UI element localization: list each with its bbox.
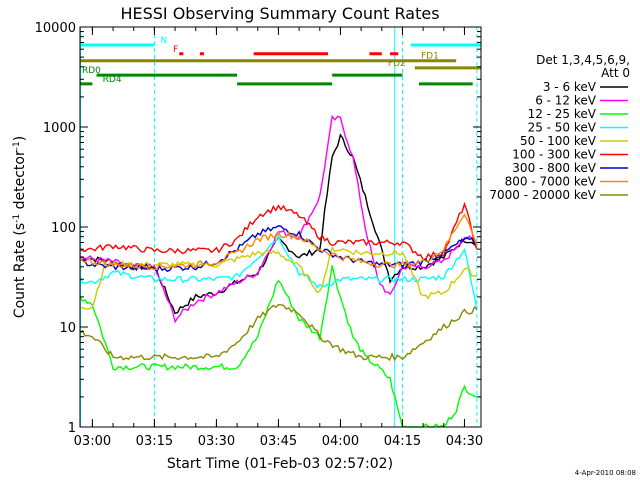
y-axis-label-mid: detector xyxy=(12,150,28,214)
flag-bar-label: N xyxy=(161,36,168,46)
legend-title: Det 1,3,4,5,6,9, xyxy=(536,53,630,67)
x-tick-label: 03:30 xyxy=(198,434,235,449)
legend-entry-label: 800 - 7000 keV xyxy=(505,175,597,189)
flag-bar-label: F xyxy=(173,45,178,55)
legend-entry-label: 6 - 12 keV xyxy=(535,94,597,108)
legend-entry-label: 100 - 300 keV xyxy=(512,148,596,162)
legend-subtitle: Att 0 xyxy=(601,66,630,80)
legend-entry-label: 3 - 6 keV xyxy=(543,80,597,94)
y-axis-label-main: Count Rate (s xyxy=(12,223,28,318)
chart-title: HESSI Observing Summary Count Rates xyxy=(120,4,439,23)
flag-bar-label: FD2 xyxy=(388,59,406,69)
flag-bar-label: RD4 xyxy=(103,75,122,85)
y-axis-label: Count Rate (s-1 detector-1) xyxy=(12,136,28,318)
x-tick-label: 03:45 xyxy=(260,434,297,449)
y-tick-label: 1000 xyxy=(43,121,76,136)
legend-entry-label: 12 - 25 keV xyxy=(528,107,597,121)
y-axis-label-end: ) xyxy=(12,136,28,141)
x-tick-label: 03:15 xyxy=(136,434,173,449)
y-axis-label-sup1: -1 xyxy=(12,214,22,223)
y-tick-label: 10000 xyxy=(35,21,76,36)
series-line xyxy=(79,114,478,324)
timestamp: 4-Apr-2010 08:08 xyxy=(575,469,636,477)
x-axis-label: Start Time (01-Feb-03 02:57:02) xyxy=(167,456,393,472)
x-tick-label: 04:00 xyxy=(322,434,359,449)
y-tick-label: 10 xyxy=(59,321,76,336)
y-tick-label: 100 xyxy=(51,221,76,236)
series-line xyxy=(79,225,478,273)
legend-entry-label: 50 - 100 keV xyxy=(520,134,597,148)
flag-bar-label: RD0 xyxy=(82,66,101,76)
series-line xyxy=(79,246,478,310)
series-line xyxy=(79,303,478,362)
flag-bar-label: FD1 xyxy=(421,52,439,62)
plot-frame xyxy=(79,26,482,428)
series-line xyxy=(79,201,478,261)
legend-entry-label: 25 - 50 keV xyxy=(528,121,597,135)
x-tick-label: 03:00 xyxy=(74,434,111,449)
y-tick-label: 1 xyxy=(68,421,76,436)
legend-entry-label: 7000 - 20000 keV xyxy=(489,188,596,202)
y-axis-label-sup2: -1 xyxy=(12,141,22,150)
x-tick-label: 04:15 xyxy=(384,434,421,449)
series-line xyxy=(79,133,478,315)
series-line xyxy=(79,233,478,310)
x-tick-label: 04:30 xyxy=(446,434,483,449)
legend-entry-label: 300 - 800 keV xyxy=(512,161,596,175)
series-line xyxy=(79,213,478,271)
